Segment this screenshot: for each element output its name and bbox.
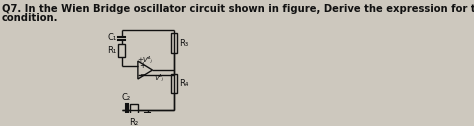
Text: R₄: R₄ [179, 79, 188, 88]
Text: −: − [139, 70, 146, 79]
Text: Vᴬⱼ: Vᴬⱼ [155, 74, 164, 81]
Text: R₂: R₂ [129, 118, 139, 126]
Bar [171, 33, 177, 53]
Text: C₂: C₂ [122, 93, 131, 102]
Bar [118, 44, 125, 57]
Text: +Vᴬⱼ: +Vᴬⱼ [137, 56, 152, 63]
Text: Q7. In the Wien Bridge oscillator circuit shown in figure, Derive the expression: Q7. In the Wien Bridge oscillator circui… [1, 4, 474, 14]
Text: R₃: R₃ [179, 39, 188, 48]
Text: +: + [139, 61, 146, 70]
Text: condition.: condition. [1, 13, 58, 23]
Bar [171, 74, 177, 93]
Text: C₁: C₁ [108, 33, 117, 42]
Polygon shape [138, 61, 153, 79]
Bar [130, 104, 138, 115]
Text: R₁: R₁ [108, 46, 117, 55]
